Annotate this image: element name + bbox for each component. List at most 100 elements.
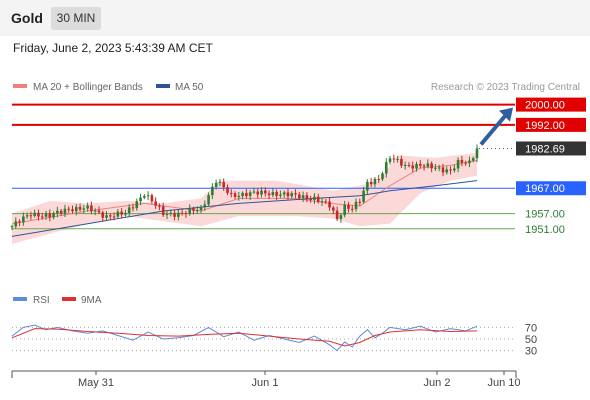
candle-body (18, 221, 21, 223)
candle-body (158, 205, 161, 207)
candle-body (358, 201, 362, 203)
candle-body (434, 167, 437, 169)
candle-body (426, 163, 430, 167)
candle-body (422, 165, 426, 167)
candle-body (403, 164, 407, 166)
candle-body (241, 192, 244, 197)
candle-body (112, 216, 116, 218)
candle-body (226, 187, 229, 193)
candle-body (282, 192, 286, 195)
candle-body (120, 211, 123, 215)
candle-body (33, 212, 36, 216)
candle-body (131, 207, 135, 209)
candle-body (464, 162, 467, 164)
candle-body (335, 210, 339, 219)
candle-body (86, 205, 89, 209)
ma20-legend-label: MA 20 + Bollinger Bands (33, 82, 143, 93)
forecast-arrow-shaft (479, 112, 509, 146)
rsi-ma-line (11, 328, 478, 347)
candle-body (146, 195, 150, 197)
candle-body (52, 213, 55, 218)
candle-body (294, 193, 297, 195)
rsi-tick-50: 50 (525, 334, 537, 346)
candle-body (392, 158, 396, 160)
candle-body (384, 162, 388, 174)
candle-body (44, 213, 48, 217)
candle-body (135, 201, 139, 209)
candle-body (453, 168, 456, 171)
candle-body (320, 201, 324, 203)
candle-body (74, 206, 78, 212)
candle-body (93, 210, 97, 212)
candle-body (78, 206, 82, 210)
candle-body (286, 192, 290, 197)
ma20-legend-swatch (13, 84, 27, 88)
candle-body (460, 159, 464, 163)
last-price-label: 1982.69 (525, 143, 565, 155)
candle-body (263, 190, 267, 194)
candle-body (22, 216, 25, 223)
forecast-arrow-head (499, 107, 513, 122)
level-label-1967.00: 1967.00 (525, 183, 565, 195)
candle-body (290, 193, 294, 197)
candle-body (411, 165, 415, 169)
candle-body (105, 215, 108, 218)
candle-body (90, 205, 93, 212)
candle-body (40, 216, 44, 218)
candle-body (298, 194, 301, 199)
rsi-tick-30: 30 (525, 346, 537, 358)
candle-body (203, 204, 207, 207)
candle-body (195, 210, 199, 212)
candle-body (161, 206, 165, 216)
header-bar: Gold 30 MIN (0, 0, 590, 36)
candle-body (343, 204, 346, 216)
candle-body (437, 167, 441, 169)
candle-body (415, 163, 418, 169)
candle-body (25, 215, 29, 217)
timeframe-button[interactable]: 30 MIN (51, 7, 101, 30)
ma20-line (11, 159, 478, 225)
candle-body (267, 193, 271, 196)
rsi-tick-70: 70 (525, 322, 537, 334)
x-tick-label: Jun 2 (424, 377, 451, 389)
candle-body (127, 207, 131, 213)
candle-body (430, 163, 433, 169)
candle-body (192, 208, 195, 211)
candle-body (180, 212, 184, 214)
candle-body (222, 182, 226, 188)
candle-body (475, 148, 479, 159)
candle-body (211, 186, 214, 196)
level-tag-1992.00 (516, 117, 586, 132)
candle-body (388, 158, 392, 163)
main-legend: MA 20 + Bollinger Bands MA 50 Research ©… (13, 82, 580, 93)
candle-body (260, 190, 263, 195)
candle-body (56, 210, 59, 214)
candle-body (82, 208, 86, 210)
level-label-1992.00: 1992.00 (525, 120, 565, 132)
candle-body (350, 208, 354, 210)
candle-body (154, 201, 157, 206)
candle-body (29, 215, 33, 217)
ma50-legend-label: MA 50 (175, 82, 204, 93)
candle-body (316, 196, 320, 202)
candle-body (305, 195, 309, 200)
candle-body (63, 208, 67, 214)
candle-body (188, 208, 191, 214)
candle-body (67, 208, 71, 210)
level-tag-1967.00 (516, 181, 586, 196)
candle-body (101, 212, 105, 218)
candle-body (256, 191, 260, 195)
candle-body (313, 196, 316, 200)
candle-body (143, 196, 146, 198)
candle-body (396, 158, 399, 160)
candle-body (124, 212, 127, 215)
candle-body (245, 192, 248, 197)
candle-body (328, 201, 331, 208)
candle-body (418, 163, 422, 166)
level-label-2000.00: 2000.00 (525, 100, 565, 112)
candle-body (14, 221, 18, 227)
x-tick-label: Jun 1 (252, 377, 279, 389)
candle-body (48, 213, 52, 218)
rsi-line (11, 324, 478, 352)
rsi-legend-label: RSI (33, 295, 50, 306)
